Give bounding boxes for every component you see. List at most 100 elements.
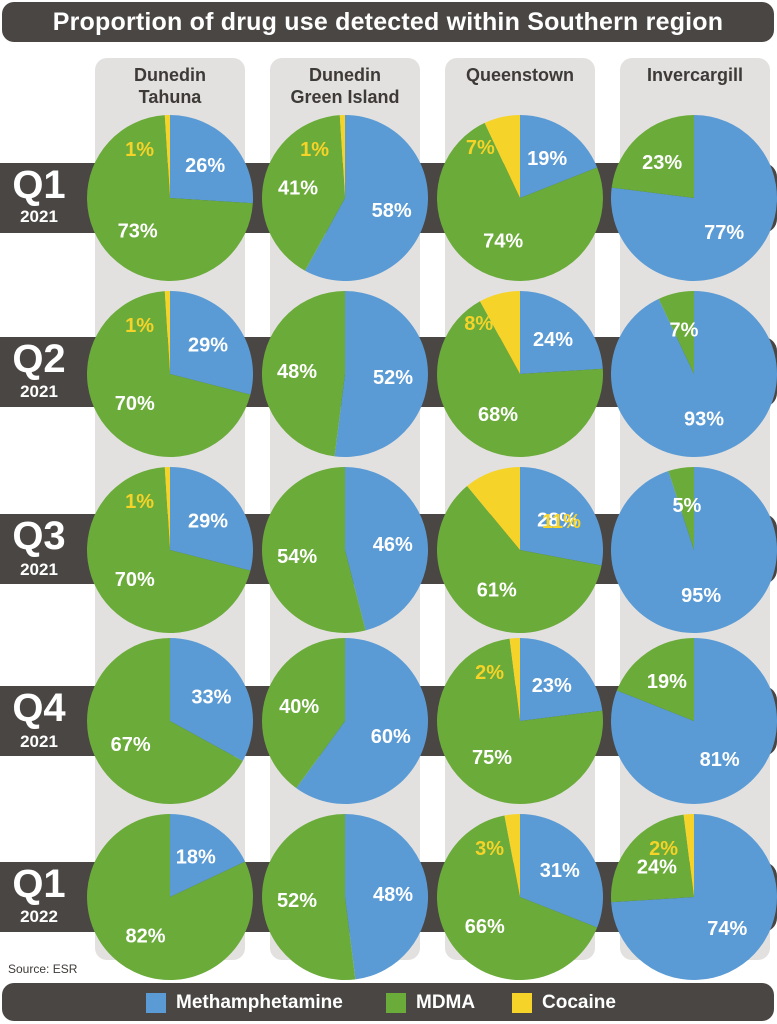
- pie-slice-mdma: [261, 290, 345, 457]
- pie-label-mdma: 52%: [277, 890, 317, 912]
- legend-label: Methamphetamine: [176, 992, 343, 1013]
- pie-label-methamphetamine: 77%: [704, 222, 744, 244]
- pie-label-methamphetamine: 33%: [191, 687, 231, 709]
- legend-swatch: [146, 993, 166, 1013]
- legend-swatch: [512, 993, 532, 1013]
- row-quarter-label: Q3: [12, 514, 66, 558]
- pie-slice-mdma: [437, 301, 604, 457]
- pie-4-1: 48% 52%: [262, 814, 429, 980]
- pie-slice-methamphetamine: [610, 115, 777, 281]
- pie-label-mdma: 19%: [647, 671, 687, 693]
- pie-slice-methamphetamine: [611, 814, 777, 980]
- pie-slice-cocaine: [504, 814, 520, 897]
- pie-slice-methamphetamine: [611, 638, 777, 804]
- pie-label-methamphetamine: 74%: [707, 918, 747, 940]
- pie-slice-cocaine: [164, 290, 170, 374]
- pie-3-1: 60% 40%: [261, 637, 428, 804]
- pie-label-mdma: 41%: [278, 178, 318, 200]
- pie-slice-mdma: [262, 814, 356, 980]
- pie-slice-mdma: [86, 291, 251, 457]
- pie-slice-methamphetamine: [170, 467, 253, 571]
- pie-slice-methamphetamine: [305, 114, 429, 281]
- pie-slice-methamphetamine: [520, 291, 603, 374]
- pie-label-methamphetamine: 31%: [540, 860, 580, 882]
- column-header-line2: Tahuna: [138, 87, 202, 107]
- pie-slice-mdma: [261, 115, 345, 271]
- pie-label-mdma: 7%: [670, 319, 699, 341]
- pie-slice-cocaine: [467, 467, 520, 550]
- column-header-line1: Queenstown: [465, 65, 574, 85]
- pie-3-2: 23% 75% 2%: [437, 638, 604, 804]
- pie-slice-cocaine: [164, 466, 170, 550]
- pie-label-mdma: 74%: [483, 230, 523, 252]
- pie-slice-mdma: [86, 638, 243, 805]
- pie-label-methamphetamine: 18%: [176, 846, 216, 868]
- pie-label-cocaine: 2%: [475, 662, 504, 684]
- pie-slice-methamphetamine: [520, 467, 603, 566]
- row-year-label: 2021: [20, 732, 58, 751]
- pie-slice-methamphetamine: [170, 114, 254, 204]
- pie-label-mdma: 24%: [637, 856, 677, 878]
- pie-label-methamphetamine: 46%: [373, 534, 413, 556]
- pie-0-3: 77% 23%: [610, 114, 777, 281]
- pie-label-cocaine: 1%: [300, 139, 329, 161]
- pie-label-methamphetamine: 60%: [371, 726, 411, 748]
- pie-label-cocaine: 7%: [466, 137, 495, 159]
- pie-slice-cocaine: [509, 638, 520, 721]
- column-header-line1: Dunedin: [134, 65, 206, 85]
- legend-label: MDMA: [416, 992, 476, 1013]
- pie-slice-mdma: [658, 291, 694, 374]
- pie-slice-mdma: [436, 122, 603, 282]
- row-year-label: 2021: [20, 207, 58, 226]
- legend: Methamphetamine MDMA Cocaine: [2, 983, 774, 1021]
- pie-1-0: 29% 70% 1%: [86, 290, 253, 457]
- pie-label-methamphetamine: 26%: [185, 155, 225, 177]
- pie-slice-cocaine: [683, 814, 694, 897]
- pie-label-methamphetamine: 23%: [532, 675, 572, 697]
- pie-label-cocaine: 2%: [649, 838, 678, 860]
- pie-label-mdma: 73%: [118, 220, 158, 242]
- column-header-line1: Dunedin: [309, 65, 381, 85]
- pie-label-methamphetamine: 28%: [537, 509, 577, 531]
- pie-0-2: 19% 74% 7%: [436, 115, 603, 282]
- pie-slice-mdma: [87, 115, 253, 281]
- pie-4-0: 18% 82%: [86, 814, 253, 980]
- pie-label-mdma: 68%: [478, 404, 518, 426]
- pie-slice-mdma: [437, 638, 604, 804]
- pie-slice-mdma: [668, 467, 694, 550]
- pie-slice-methamphetamine: [345, 814, 429, 980]
- pie-1-2: 24% 68% 8%: [437, 291, 604, 457]
- chart-title: Proportion of drug use detected within S…: [52, 8, 724, 36]
- legend-label: Cocaine: [542, 992, 616, 1013]
- pie-label-mdma: 23%: [642, 152, 682, 174]
- pie-label-cocaine: 11%: [542, 511, 581, 533]
- pie-label-methamphetamine: 19%: [527, 148, 567, 170]
- pie-label-mdma: 48%: [277, 361, 317, 383]
- column-header-invercargill: Invercargill: [620, 64, 770, 86]
- pie-label-methamphetamine: 95%: [681, 585, 721, 607]
- pie-label-methamphetamine: 93%: [684, 409, 724, 431]
- pie-slice-methamphetamine: [520, 638, 603, 721]
- pie-slice-methamphetamine: [170, 814, 246, 897]
- pie-slice-mdma: [436, 486, 602, 633]
- pie-2-3: 95% 5%: [610, 467, 777, 633]
- column-header-line2: Green Island: [290, 87, 400, 107]
- pie-label-mdma: 66%: [465, 916, 505, 938]
- row-quarter-label: Q2: [12, 337, 66, 381]
- pie-slice-mdma: [611, 114, 694, 198]
- row-quarter-label: Q1: [12, 163, 66, 207]
- pie-slice-cocaine: [164, 114, 170, 198]
- pie-slice-mdma: [436, 815, 598, 981]
- pie-label-methamphetamine: 24%: [533, 329, 573, 351]
- row-quarter-label: Q4: [12, 686, 66, 730]
- column-header-queenstown: Queenstown: [445, 64, 595, 86]
- pie-slice-methamphetamine: [520, 115, 598, 198]
- pie-label-cocaine: 1%: [125, 139, 154, 161]
- pie-slice-mdma: [261, 467, 366, 633]
- pie-4-2: 31% 66% 3%: [436, 814, 603, 981]
- pie-label-mdma: 54%: [277, 546, 317, 568]
- pie-slice-mdma: [86, 467, 251, 633]
- pie-label-cocaine: 3%: [475, 838, 504, 860]
- pie-slice-mdma: [261, 637, 345, 789]
